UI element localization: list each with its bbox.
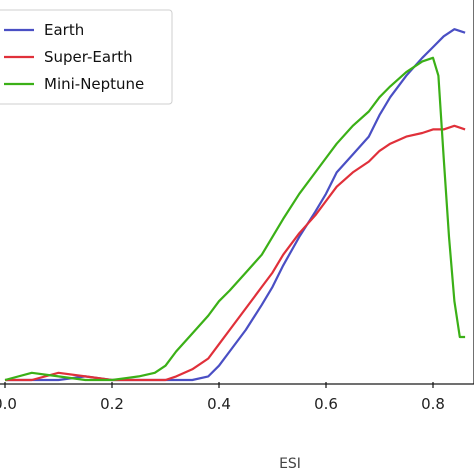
legend-label-super-earth: Super-Earth [44,48,133,66]
legend-label-mini-neptune: Mini-Neptune [44,75,144,93]
series-line-mini-neptune [4,56,466,382]
legend: Earth Super-Earth Mini-Neptune [0,9,173,105]
legend-label-earth: Earth [44,21,84,39]
x-tick-label: 0.8 [421,395,445,413]
x-tick-label: 0.4 [207,395,231,413]
x-axis-ticks: 0.0 0.2 0.4 0.6 0.8 [0,382,445,413]
plot-frame [0,0,474,385]
x-tick-label: 0.2 [100,395,124,413]
series-line-super-earth [5,124,466,382]
series-layer [4,28,466,382]
x-tick-label: 0.6 [314,395,338,413]
legend-box [0,9,173,105]
x-axis-label: ESI [279,456,301,472]
x-tick-label: 0.0 [0,395,17,413]
